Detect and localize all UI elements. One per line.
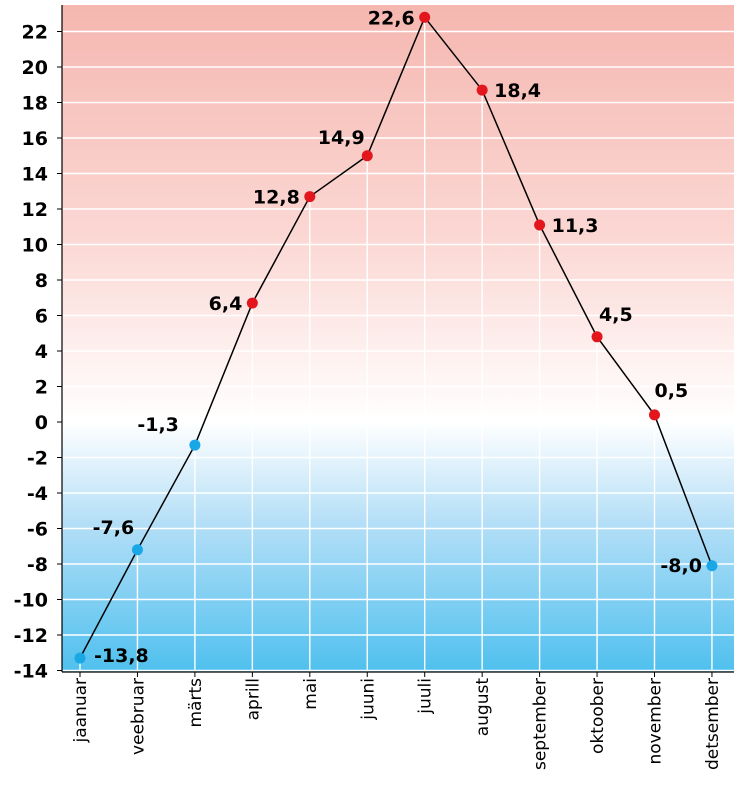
x-tick-label: juuli	[416, 678, 436, 715]
y-tick-label: 16	[22, 128, 48, 150]
data-point	[419, 11, 431, 23]
grid-lines	[62, 17, 734, 672]
data-label: -1,3	[137, 414, 179, 436]
x-tick-label: aprill	[243, 678, 263, 720]
y-tick-label: 2	[35, 377, 48, 399]
data-point	[534, 219, 546, 231]
data-point	[476, 84, 488, 96]
x-tick-label: oktoober	[588, 678, 608, 754]
y-tick-label: -10	[14, 590, 48, 612]
data-label: -8,0	[660, 555, 702, 577]
y-tick-label: -4	[27, 483, 48, 505]
axes	[61, 5, 734, 673]
y-tick-label: -6	[27, 519, 48, 541]
data-label: 0,5	[655, 380, 689, 402]
data-label: 22,6	[368, 7, 415, 29]
data-point	[706, 560, 718, 572]
x-tick-label: detsember	[703, 678, 723, 770]
data-point	[131, 544, 143, 556]
y-tick-label: 22	[22, 22, 48, 44]
y-tick-label: 8	[35, 270, 48, 292]
x-tick-label: september	[531, 678, 551, 770]
x-tick-label: veebruar	[128, 678, 148, 755]
data-point	[361, 150, 373, 162]
y-tick-label: -2	[27, 448, 48, 470]
data-point	[649, 409, 660, 421]
y-tick-label: -8	[27, 554, 48, 576]
data-points	[74, 11, 718, 664]
data-label: 4,5	[599, 304, 633, 326]
y-tick-label: 18	[22, 93, 48, 115]
data-label: 18,4	[494, 80, 541, 102]
data-label: 12,8	[253, 187, 300, 209]
x-tick-label: november	[646, 678, 666, 765]
x-tick-label: mai	[301, 678, 321, 710]
x-tick-label: märts	[186, 678, 206, 728]
data-label: 11,3	[552, 215, 599, 237]
data-label: -13,8	[94, 645, 149, 667]
x-tick-label: juuni	[358, 678, 378, 721]
y-tick-label: -14	[14, 661, 48, 683]
x-tick-label: august	[473, 678, 493, 737]
y-tick-label: 10	[22, 235, 48, 257]
y-tick-label: -12	[14, 625, 48, 647]
data-label: 14,9	[318, 127, 365, 149]
series-line	[79, 15, 713, 659]
data-point	[591, 331, 603, 343]
x-tick-label: jaanuar	[71, 678, 91, 744]
data-point	[246, 297, 258, 309]
data-point	[189, 439, 201, 451]
y-tick-label: 0	[35, 412, 48, 434]
temperature-line	[79, 15, 713, 659]
data-label: -7,6	[93, 517, 135, 539]
y-tick-label: 12	[22, 199, 48, 221]
y-tick-label: 4	[35, 341, 48, 363]
data-point	[74, 652, 86, 664]
data-labels: -13,8 -7,6 -1,3 6,4 12,8 14,9 22,6 18,4 11,3 4,5 0…	[93, 7, 702, 667]
data-label: 6,4	[209, 293, 243, 315]
plot-background	[62, 5, 734, 672]
data-point	[304, 191, 316, 203]
cold-background	[62, 422, 734, 672]
warm-background	[62, 5, 734, 422]
y-tick-label: 14	[22, 164, 48, 186]
x-tick-labels: jaanuar veebruar märts aprill mai juuni juuli a…	[71, 672, 723, 770]
y-tick-label: 6	[35, 306, 48, 328]
y-tick-label: 20	[22, 57, 48, 79]
